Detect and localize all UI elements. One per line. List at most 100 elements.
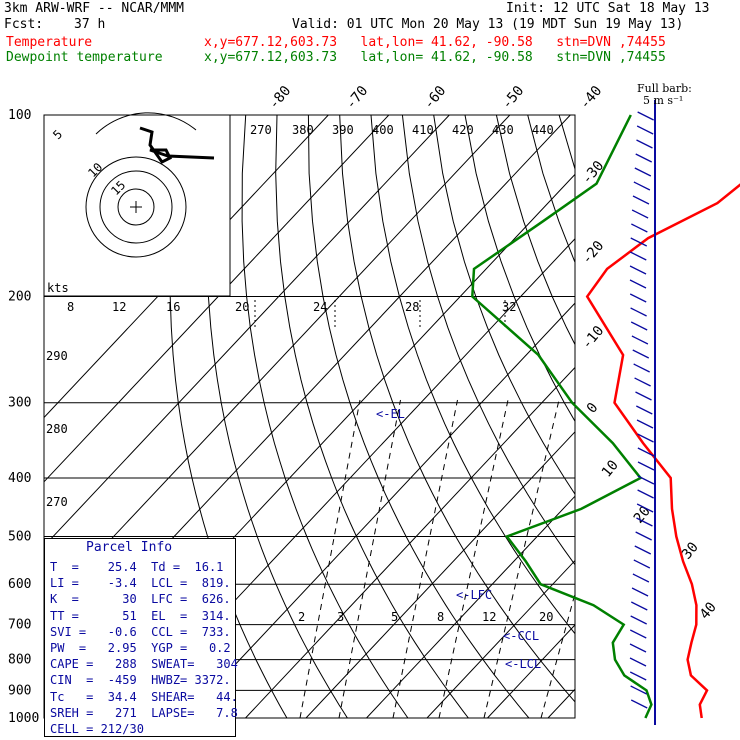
- wind-barb: [631, 209, 649, 219]
- wind-barb: [636, 405, 653, 415]
- dry-adiabat-line: [307, 115, 530, 718]
- level-annotation: <-LFC: [456, 588, 492, 602]
- theta-label: 420: [452, 123, 474, 137]
- temperature-tick-label: -10: [579, 323, 608, 353]
- wind-barb: [629, 629, 647, 639]
- theta-label: 380: [292, 123, 314, 137]
- temperature-profile-line: [585, 183, 740, 719]
- isotherm-line: [245, 366, 575, 718]
- dry-adiabat-line: [206, 115, 348, 718]
- dry-adiabat-line: [622, 115, 740, 731]
- mixing-ratio-label: 12: [482, 610, 496, 624]
- wind-barb: [636, 517, 653, 527]
- temperature-tick-label: -70: [343, 83, 372, 113]
- wind-barb: [636, 419, 654, 429]
- level-annotation: <-LCL: [505, 657, 541, 671]
- wind-barb: [637, 489, 654, 499]
- wind-barb: [630, 685, 647, 695]
- dewpoint-legend-label: Dewpoint temperature: [6, 50, 163, 65]
- wind-barb: [633, 559, 651, 569]
- dry-adiabat-line: [590, 115, 740, 731]
- temperature-tick-label: 0: [584, 400, 602, 417]
- wind-barb: [631, 601, 648, 611]
- wind-barb: [633, 363, 650, 373]
- wind-barb: [635, 153, 653, 163]
- theta-label: 270: [250, 123, 272, 137]
- parcel-info-row: K = 30 LFC = 626.: [50, 592, 231, 607]
- isotherm-line: [730, 115, 740, 718]
- parcel-info-title: Parcel Info: [86, 540, 173, 555]
- theta-label: 400: [372, 123, 394, 137]
- mixing-ratio-line: [299, 399, 361, 718]
- dry-adiabat-line: [433, 115, 575, 496]
- hodograph-ring: [85, 156, 187, 258]
- forecast-label: Fcst:: [4, 17, 44, 32]
- hodograph-speed-label: 8: [67, 300, 74, 314]
- dry-adiabat-line: [653, 115, 740, 731]
- parcel-info-row: T = 25.4 Td = 16.1: [50, 560, 224, 574]
- isotherm-line: [44, 115, 511, 612]
- wind-barb: [632, 195, 650, 205]
- hodograph-speed-label: 16: [166, 300, 180, 314]
- dewpoint-profile-line: [471, 114, 653, 719]
- hodograph-ring: [117, 188, 155, 226]
- hodograph-ring: [95, 112, 197, 135]
- pressure-label: 400: [8, 471, 31, 486]
- wind-barb: [635, 531, 652, 541]
- parcel-info-row: LI = -3.4 LCL = 819.: [50, 576, 231, 591]
- dry-adiabat-line: [558, 115, 575, 171]
- parcel-info-row: TT = 51 EL = 314.: [50, 608, 231, 623]
- level-annotation: <-EL: [376, 407, 405, 421]
- dewpoint-legend-info: x,y=677.12,603.73 lat,lon= 41.62, -90.58…: [204, 50, 666, 65]
- dry-adiabat-line: [401, 115, 575, 566]
- isotherm-line: [184, 302, 575, 718]
- wind-barb: [637, 433, 654, 443]
- wind-barb: [629, 671, 647, 681]
- init-time: Init: 12 UTC Sat 18 May 13: [506, 1, 710, 16]
- wind-barb-group: [629, 111, 655, 709]
- mixing-ratio-group: [299, 399, 575, 718]
- theta-side-label: 270: [46, 495, 68, 509]
- wind-barb: [630, 321, 648, 331]
- wind-barb: [636, 139, 653, 149]
- wind-barb: [634, 377, 651, 387]
- parcel-info-row: Tc = 34.4 SHEAR= 44.: [50, 689, 238, 704]
- wind-barb: [637, 111, 654, 121]
- valid-time: Valid: 01 UTC Mon 20 May 13 (19 MDT Sun …: [292, 17, 684, 32]
- pressure-label: 700: [8, 618, 31, 633]
- mixing-ratio-line: [438, 399, 509, 718]
- theta-label: 430: [492, 123, 514, 137]
- hodograph-speed-label: 12: [112, 300, 126, 314]
- mixing-ratio-label: 3: [337, 610, 344, 624]
- wind-barb: [635, 391, 652, 401]
- parcel-info-row: SREH = 271 LAPSE= 7.8: [50, 705, 238, 720]
- forecast-hours: 37 h: [74, 17, 106, 32]
- hodograph-ring: [99, 170, 173, 244]
- temperature-tick-label: -60: [421, 83, 450, 113]
- wind-barb: [629, 279, 647, 289]
- temperature-tick-label: -80: [266, 83, 295, 113]
- mixing-ratio-label: 20: [539, 610, 553, 624]
- dry-adiabat-line: [339, 115, 575, 703]
- temperature-tick-label: -40: [577, 83, 606, 113]
- wind-barb: [629, 643, 647, 653]
- model-title: 3km ARW-WRF -- NCAR/MMM: [4, 1, 185, 16]
- temperature-legend-label: Temperature: [6, 35, 93, 50]
- isotherm-line: [44, 115, 390, 483]
- dry-adiabat-line: [370, 115, 575, 635]
- mixing-ratio-label: 5: [391, 610, 398, 624]
- mixing-ratio-label: 2: [298, 610, 305, 624]
- temperature-tick-label: 40: [697, 599, 720, 622]
- hodograph-speed-label: 32: [502, 300, 516, 314]
- level-annotation: <-CCL: [503, 629, 539, 643]
- wind-barb: [634, 545, 652, 555]
- hodograph-speed-label: 28: [405, 300, 419, 314]
- pressure-label: 100: [8, 108, 31, 123]
- pressure-label: 200: [8, 290, 31, 305]
- pressure-label: 500: [8, 529, 31, 544]
- wind-barb: [629, 293, 647, 303]
- isotherm-line: [609, 115, 740, 718]
- parcel-info-row: CELL = 212/30: [50, 722, 144, 736]
- isotherm-line: [44, 115, 450, 547]
- wind-barb: [630, 699, 648, 709]
